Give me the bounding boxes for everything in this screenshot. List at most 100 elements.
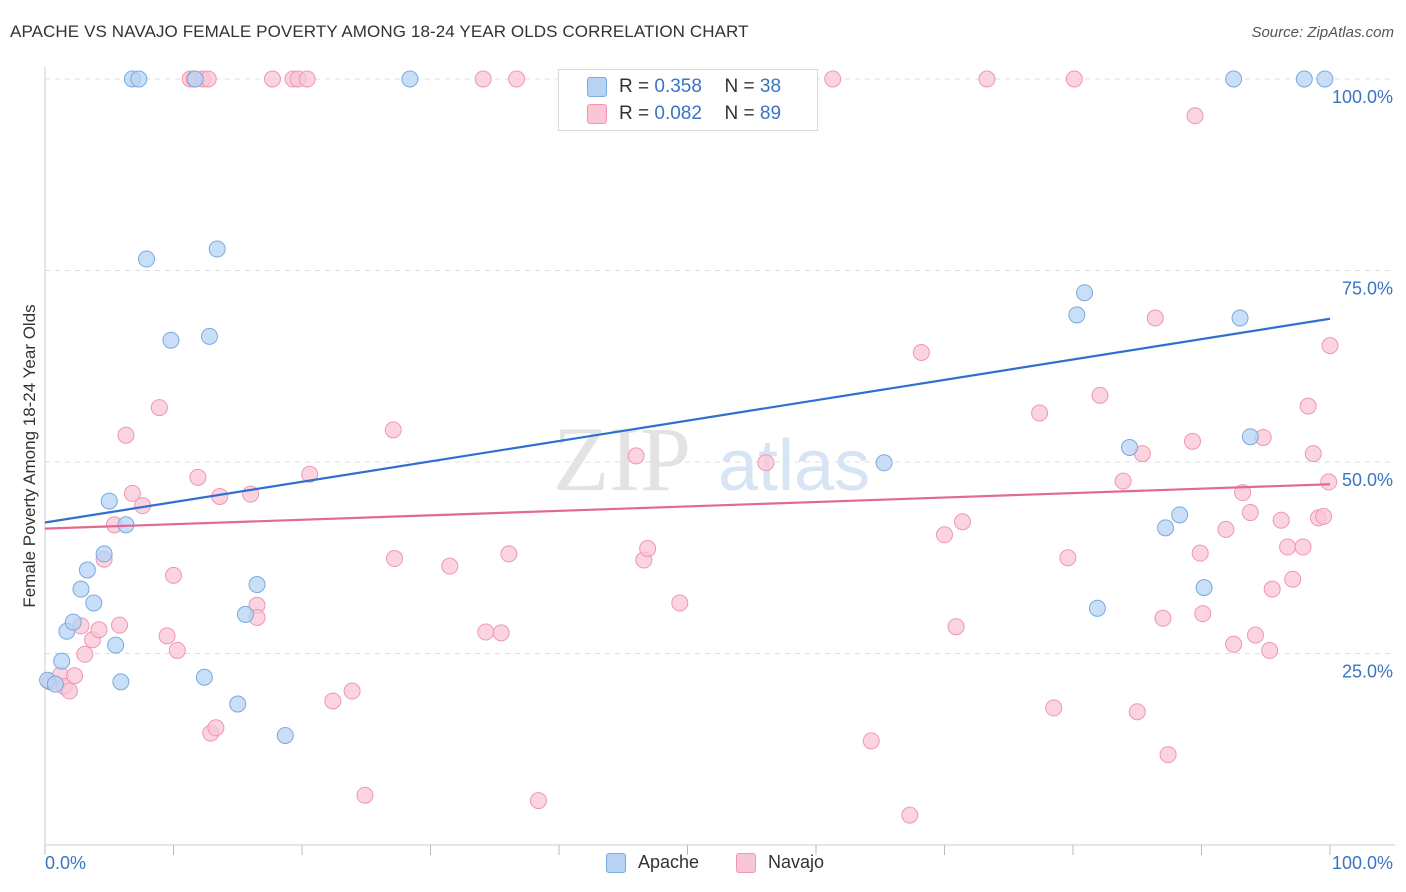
navajo-point	[912, 343, 930, 361]
source-credit: Source: ZipAtlas.com	[1251, 24, 1394, 41]
apache-point	[1088, 599, 1106, 617]
navajo-point	[671, 594, 689, 612]
x-tick-label: 100.0%	[1332, 853, 1393, 873]
legend-navajo-label: Navajo	[768, 852, 825, 872]
navajo-n-value: 89	[759, 103, 782, 124]
navajo-point	[343, 682, 361, 700]
navajo-point	[301, 465, 319, 483]
navajo-point	[500, 545, 518, 563]
apache-trend-line	[44, 317, 1331, 524]
navajo-point	[207, 719, 225, 737]
navajo-point	[901, 806, 919, 824]
navajo-point	[123, 484, 141, 502]
apache-point	[1225, 70, 1243, 88]
navajo-point	[508, 70, 526, 88]
navajo-point	[117, 426, 135, 444]
navajo-point	[1299, 397, 1317, 415]
navajo-point	[477, 623, 495, 641]
tick-labels: 25.0% 50.0% 75.0% 100.0% 0.0% 100.0%	[45, 87, 1393, 873]
navajo-point	[1241, 504, 1259, 522]
legend-item-navajo: Navajo	[736, 852, 824, 873]
apache-point	[53, 652, 71, 670]
navajo-point	[168, 641, 186, 659]
navajo-point	[936, 526, 953, 544]
y-tick-label: 75.0%	[1342, 279, 1393, 299]
navajo-point	[441, 557, 459, 575]
apache-r-label: R =	[619, 76, 650, 97]
apache-point	[875, 454, 893, 472]
navajo-point	[947, 618, 965, 636]
navajo-point	[978, 70, 996, 88]
navajo-point	[1128, 703, 1146, 721]
apache-point	[138, 250, 156, 268]
navajo-n-label: N =	[724, 103, 755, 124]
navajo-point	[1279, 538, 1297, 556]
navajo-point	[529, 792, 547, 810]
navajo-point	[263, 70, 281, 88]
apache-n-label: N =	[724, 76, 755, 97]
navajo-point	[1114, 472, 1132, 490]
navajo-point	[1191, 544, 1209, 562]
navajo-point	[1217, 520, 1235, 538]
apache-n-value: 38	[759, 76, 782, 97]
navajo-point	[90, 621, 108, 639]
navajo-point	[627, 447, 645, 465]
navajo-point	[298, 70, 316, 88]
navajo-point	[1272, 511, 1290, 529]
chart-title: APACHE VS NAVAJO FEMALE POVERTY AMONG 18…	[10, 22, 749, 41]
apache-point	[72, 580, 90, 598]
apache-point	[78, 561, 96, 579]
apache-point	[236, 605, 254, 623]
navajo-point	[1315, 507, 1333, 525]
apache-point	[130, 70, 148, 88]
apache-point	[1076, 284, 1094, 302]
navajo-point	[60, 682, 78, 700]
apache-point	[200, 327, 218, 345]
navajo-point	[1154, 609, 1172, 627]
navajo-point	[165, 566, 182, 584]
navajo-point	[824, 70, 842, 88]
navajo-point	[1159, 746, 1177, 764]
watermark-zip: ZIP	[553, 408, 691, 510]
bottom-legend: Apache Navajo	[0, 852, 1406, 878]
navajo-point	[1246, 626, 1264, 644]
navajo-point	[76, 645, 94, 663]
apache-point	[401, 70, 419, 88]
apache-point	[208, 240, 226, 258]
watermark: ZIP atlas	[553, 408, 870, 510]
navajo-point	[1045, 699, 1063, 717]
navajo-point	[474, 70, 492, 88]
apache-point	[64, 613, 82, 631]
navajo-point	[953, 513, 971, 531]
navajo-point	[1225, 635, 1243, 653]
legend-item-apache: Apache	[606, 852, 699, 873]
navajo-point	[158, 627, 176, 645]
navajo-point	[639, 540, 657, 558]
apache-point	[95, 545, 113, 563]
apache-swatch	[587, 77, 607, 97]
apache-point	[85, 594, 103, 612]
apache-point	[1316, 70, 1334, 88]
navajo-point	[1186, 107, 1204, 125]
navajo-point	[1146, 309, 1164, 327]
navajo-point	[1263, 580, 1281, 598]
apache-point	[248, 576, 266, 594]
navajo-point	[1294, 538, 1312, 556]
y-axis-label: Female Poverty Among 18-24 Year Olds	[20, 304, 39, 608]
navajo-point	[386, 550, 404, 568]
navajo-point	[384, 421, 402, 439]
navajo-point	[1284, 570, 1302, 588]
navajo-swatch	[587, 104, 607, 124]
navajo-point	[1304, 445, 1322, 463]
apache-point	[229, 695, 247, 713]
trend-lines	[44, 317, 1331, 530]
apache-point	[1157, 519, 1175, 537]
navajo-points	[41, 70, 1339, 824]
navajo-point	[1059, 549, 1077, 567]
correlation-legend: R = 0.358 N = 38 R = 0.082 N = 89	[558, 69, 818, 131]
navajo-point	[324, 692, 342, 710]
legend-apache-label: Apache	[638, 852, 700, 872]
apache-point	[100, 492, 118, 510]
apache-point	[1231, 309, 1249, 327]
apache-point	[1121, 438, 1139, 456]
